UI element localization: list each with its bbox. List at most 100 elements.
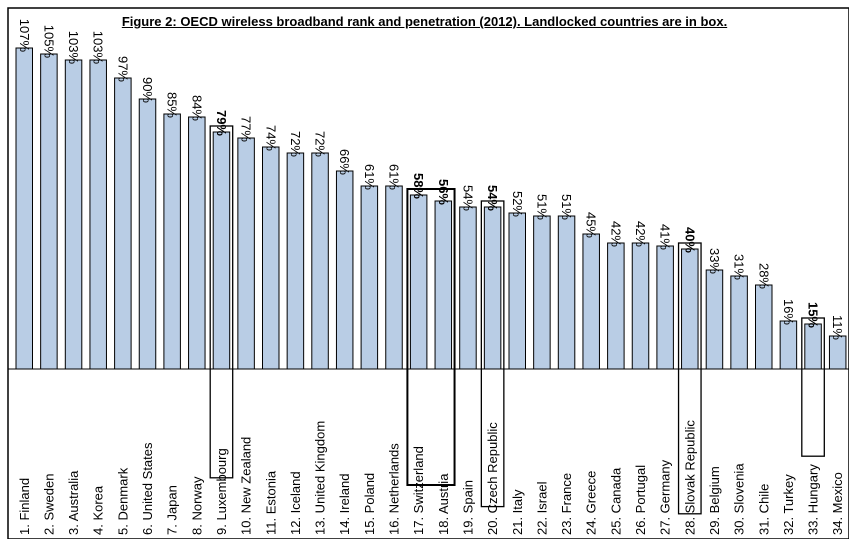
category-label: 5. Denmark (115, 467, 130, 535)
category-label: 6. United States (140, 442, 155, 535)
category-label: 25. Canada (608, 467, 623, 535)
category-label: 21. Italy (510, 489, 525, 535)
category-label: 33. Hungary (806, 464, 821, 535)
data-label: 16% (781, 299, 796, 325)
category-label: 20. Czech Republic (485, 422, 500, 535)
category-label: 13. United Kingdom (313, 421, 328, 535)
bar (40, 53, 58, 370)
category-label: 9. Luxembourg (214, 448, 229, 535)
data-label: 52% (510, 191, 525, 217)
category-label: 30. Slovenia (732, 463, 747, 535)
category-label: 22. Israel (534, 481, 549, 535)
data-label: 58% (411, 173, 426, 199)
data-label: 97% (115, 56, 130, 82)
data-label: 54% (460, 185, 475, 211)
category-label: 23. France (559, 473, 574, 535)
category-label: 1. Finland (17, 478, 32, 535)
category-label: 14. Ireland (337, 474, 352, 535)
data-label: 90% (140, 77, 155, 103)
data-label: 72% (288, 131, 303, 157)
bar (681, 248, 699, 370)
data-label: 45% (584, 212, 599, 238)
category-label: 16. Netherlands (387, 443, 402, 535)
bar (656, 245, 674, 370)
category-label: 28. Slovak Republic (682, 420, 697, 535)
data-label: 31% (732, 254, 747, 280)
category-label: 17. Switzerland (411, 446, 426, 535)
landlocked-box (801, 317, 825, 457)
bar (508, 212, 526, 370)
category-label: 3. Australia (66, 470, 81, 535)
landlocked-box (406, 188, 456, 486)
bar (705, 269, 724, 370)
category-label: 8. Norway (189, 476, 204, 535)
category-label: 11. Estonia (263, 470, 278, 535)
bar (607, 242, 625, 370)
data-label: 107% (17, 19, 32, 53)
bar (828, 335, 847, 370)
bar (557, 215, 576, 370)
data-label: 51% (559, 194, 574, 220)
data-label: 28% (756, 263, 771, 289)
category-label: 29. Belgium (707, 466, 722, 535)
data-label: 85% (165, 92, 180, 118)
data-label: 40% (682, 227, 697, 253)
category-label: 34. Mexico (830, 472, 845, 535)
category-label: 27. Germany (658, 459, 673, 535)
bar (138, 98, 157, 370)
bar (212, 131, 231, 370)
bar (163, 113, 181, 370)
plot-border (7, 7, 849, 539)
category-label: 31. Chile (756, 484, 771, 535)
landlocked-box (209, 125, 234, 479)
bar (188, 116, 206, 370)
chart-title: Figure 2: OECD wireless broadband rank a… (121, 14, 728, 29)
bar (15, 47, 33, 370)
bar (64, 59, 83, 370)
category-label: 10. New Zealand (239, 437, 254, 535)
bar (114, 77, 132, 370)
data-label: 11% (830, 315, 845, 340)
bar (409, 194, 428, 370)
category-label: 24. Greece (584, 471, 599, 535)
data-label: 61% (387, 164, 402, 190)
data-label: 74% (263, 125, 278, 151)
bar (385, 185, 403, 370)
category-label: 4. Korea (91, 485, 106, 535)
data-label: 66% (337, 149, 352, 175)
bar (459, 206, 477, 370)
data-label: 56% (436, 179, 451, 205)
data-label: 33% (707, 248, 722, 274)
data-label: 51% (534, 194, 549, 220)
bar (730, 275, 748, 370)
category-label: 15. Poland (362, 473, 377, 535)
bar (360, 185, 379, 370)
bar (804, 323, 822, 370)
data-label: 84% (189, 95, 204, 121)
bar (237, 137, 255, 370)
bar (483, 206, 502, 370)
data-label: 61% (362, 164, 377, 190)
data-label: 54% (485, 185, 500, 211)
category-label: 32. Turkey (781, 474, 796, 535)
data-label: 77% (239, 116, 254, 142)
bar (533, 215, 551, 370)
bar (262, 146, 280, 370)
data-label: 103% (66, 31, 81, 65)
data-label: 72% (313, 131, 328, 157)
category-label: 7. Japan (165, 485, 180, 535)
category-label: 12. Iceland (288, 471, 303, 535)
category-label: 2. Sweden (41, 474, 56, 535)
bar (311, 152, 329, 370)
data-label: 103% (91, 31, 106, 65)
data-label: 15% (806, 302, 821, 328)
landlocked-box (480, 200, 505, 508)
bar (335, 170, 354, 370)
bar (89, 59, 107, 370)
bar (779, 320, 798, 370)
category-label: 18. Austria (436, 473, 451, 535)
bar (755, 284, 773, 370)
data-label: 42% (608, 221, 623, 247)
